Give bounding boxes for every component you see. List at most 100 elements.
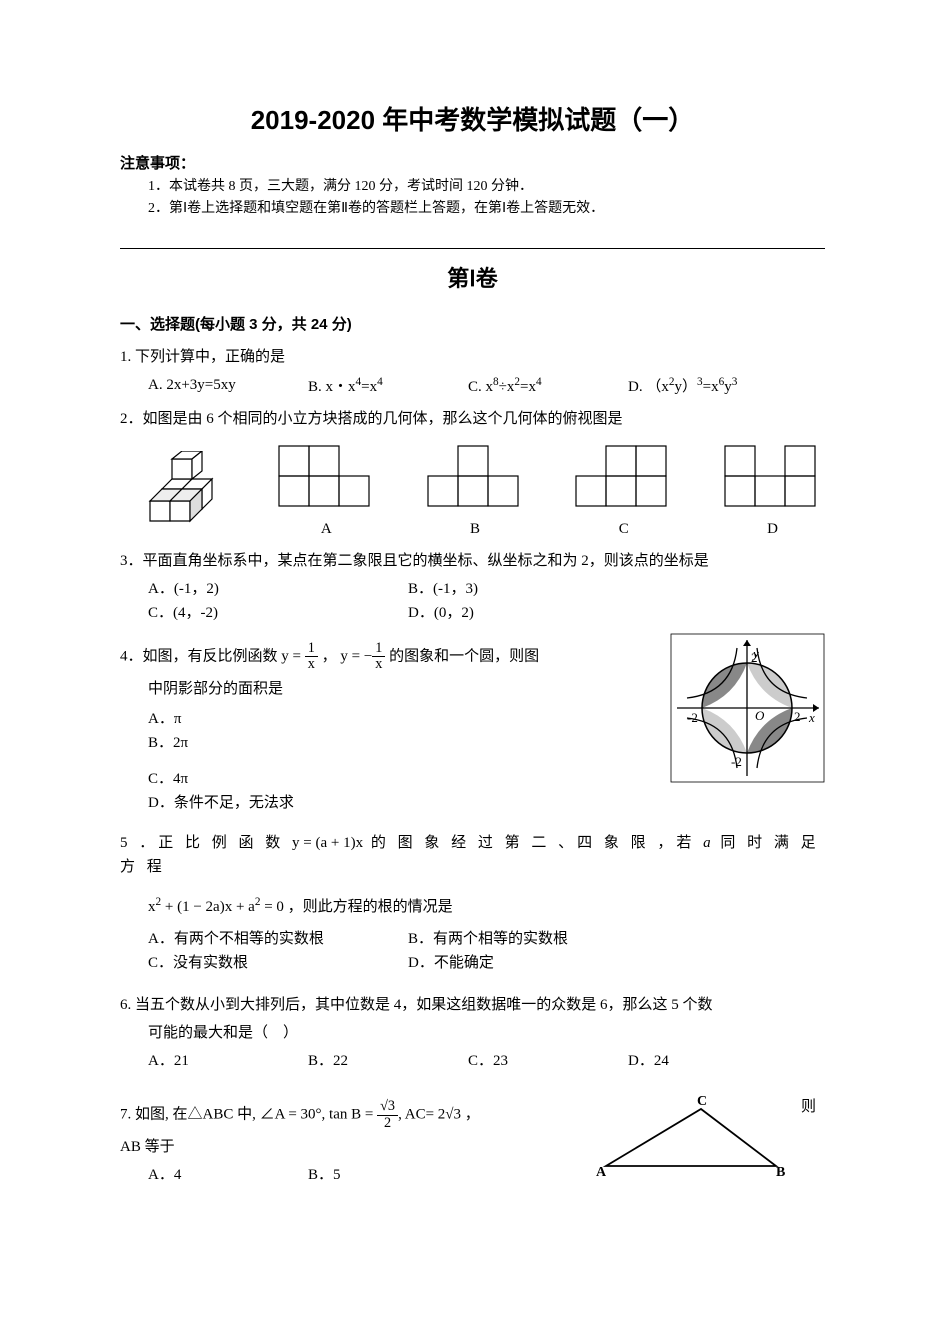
q4-opt-d: D．条件不足，无法求 <box>148 791 408 815</box>
q5-opt-b: B．有两个相等的实数根 <box>408 927 668 951</box>
q7-opt-b: B．5 <box>308 1163 468 1187</box>
q1-opt-d: D. （x2y）3=x6y3 <box>628 373 788 399</box>
svg-text:C: C <box>697 1094 707 1109</box>
q7-fn: √3 <box>377 1099 398 1116</box>
question-3: 3．平面直角坐标系中，某点在第二象限且它的横坐标、纵坐标之和为 2，则该点的坐标… <box>120 549 825 573</box>
q2-opt-d-figure: D <box>720 441 825 541</box>
q7-opt-a: A．4 <box>148 1163 308 1187</box>
cube-solid-icon <box>120 451 230 541</box>
q4-pre: 4．如图，有反比例函数 <box>120 648 281 664</box>
svg-text:O: O <box>755 708 765 723</box>
q5-eqpre: x <box>148 899 156 915</box>
q2-figures-row: A B C <box>120 441 825 541</box>
q6-opt-d: D．24 <box>628 1049 788 1073</box>
q5-options: A．有两个不相等的实数根 B．有两个相等的实数根 C．没有实数根 D．不能确定 <box>148 927 825 975</box>
q4-comma: ， <box>322 648 337 664</box>
q1d-mid2: =x <box>703 379 719 395</box>
q3-opt-c: C．(4，-2) <box>148 601 408 625</box>
q7-line2: AB 等于 <box>120 1135 581 1159</box>
svg-text:A: A <box>596 1165 607 1180</box>
q2-opt-b-figure: B <box>423 441 528 541</box>
q2-label-c: C <box>619 517 629 541</box>
q2-label-b: B <box>470 517 480 541</box>
q4-f2d: x <box>372 657 385 673</box>
q7-comma: ， <box>461 1107 480 1123</box>
q4-line2: 中阴影部分的面积是 <box>148 677 662 701</box>
q6-opt-b: B．22 <box>308 1049 468 1073</box>
question-1: 1. 下列计算中，正确的是 <box>120 345 825 369</box>
q5-mid1: 的 图 象 经 过 第 二 、四 象 限 ，若 <box>363 835 703 851</box>
page-title: 2019-2020 年中考数学模拟试题（一） <box>120 100 825 142</box>
q4-f1n: 1 <box>305 641 318 658</box>
q4-opt-a: A．π <box>148 707 408 731</box>
question-6: 6. 当五个数从小到大排列后，其中位数是 4，如果这组数据唯一的众数是 6，那么… <box>120 993 825 1017</box>
svg-text:-2: -2 <box>687 710 698 725</box>
q1-opt-c: C. x8÷x2=x4 <box>468 373 628 399</box>
part-1-title: 第Ⅰ卷 <box>120 261 825 296</box>
q4-opt-c: C．4π <box>148 767 408 791</box>
q2-opt-c-figure: C <box>571 441 676 541</box>
q5-eqmid1: + (1 − 2a)x + a <box>161 899 255 915</box>
q2-label-d: D <box>767 517 778 541</box>
q4-f1d: x <box>305 657 318 673</box>
q2-solid-figure <box>120 451 230 541</box>
svg-text:2: 2 <box>751 650 758 665</box>
q7-acrt: √3 <box>445 1107 461 1123</box>
q4-options-row2: C．4π D．条件不足，无法求 <box>148 767 662 815</box>
q1c-sup3: 4 <box>536 376 542 388</box>
circle-hyperbola-icon: y x O -2 2 2 -2 <box>670 633 825 783</box>
q1d-pre: D. （x <box>628 379 669 395</box>
grid-d-icon <box>720 441 825 511</box>
q7-figure: A B C <box>591 1091 791 1181</box>
q4-frac2: 1x <box>372 641 385 673</box>
q7-then: 则 <box>801 1091 825 1119</box>
svg-text:-2: -2 <box>731 754 742 769</box>
question-2: 2．如图是由 6 个相同的小立方块搭成的几何体，那么这个几何体的俯视图是 <box>120 407 825 431</box>
q6-line2: 可能的最大和是（ ） <box>148 1021 825 1045</box>
question-7: 7. 如图, 在△ABC 中, ∠A = 30°, tan B = √32, A… <box>120 1099 581 1131</box>
q5-opt-c: C．没有实数根 <box>148 951 408 975</box>
q1-options: A. 2x+3y=5xy B. x・x4=x4 C. x8÷x2=x4 D. （… <box>148 373 825 399</box>
q4-options-row1: A．π B．2π <box>148 707 662 755</box>
q4-figure: y x O -2 2 2 -2 <box>670 633 825 791</box>
divider <box>120 248 825 249</box>
svg-text:2: 2 <box>794 709 801 724</box>
q4-y2: y = − <box>340 648 372 664</box>
q4-y1: y = <box>281 648 304 664</box>
svg-text:B: B <box>776 1165 785 1180</box>
q7-options: A．4 B．5 <box>148 1163 581 1187</box>
q3-opt-b: B．(-1，3) <box>408 577 668 601</box>
q5-func: y = (a + 1)x <box>292 835 363 851</box>
q7-ang: ∠A = 30°, tan B = <box>260 1107 378 1123</box>
question-4-wrap: 4．如图，有反比例函数 y = 1x ， y = −1x 的图象和一个圆，则图 … <box>120 633 825 823</box>
q5-opt-d: D．不能确定 <box>408 951 668 975</box>
q1b-pre: B. x・x <box>308 379 356 395</box>
q5-post: ，则此方程的根的情况是 <box>284 899 453 915</box>
grid-c-icon <box>571 441 676 511</box>
q4-frac1: 1x <box>305 641 318 673</box>
q1b-mid: =x <box>361 379 377 395</box>
q3-options: A．(-1，2) B．(-1，3) C．(4，-2) D．(0，2) <box>148 577 825 625</box>
grid-a-icon <box>274 441 379 511</box>
q1-opt-a: A. 2x+3y=5xy <box>148 373 308 399</box>
q2-opt-a-figure: A <box>274 441 379 541</box>
q1d-mid1: y） <box>674 379 697 395</box>
q7-pre: 7. 如图, 在△ABC 中, <box>120 1107 260 1123</box>
q6-options: A．21 B．22 C．23 D．24 <box>148 1049 825 1073</box>
svg-text:x: x <box>808 710 815 725</box>
q5-opt-a: A．有两个不相等的实数根 <box>148 927 408 951</box>
q4-post: 的图象和一个圆，则图 <box>389 648 539 664</box>
question-4: 4．如图，有反比例函数 y = 1x ， y = −1x 的图象和一个圆，则图 <box>120 641 662 673</box>
q1c-mid2: =x <box>520 379 536 395</box>
grid-b-icon <box>423 441 528 511</box>
q7-fd: 2 <box>377 1116 398 1132</box>
q5-equation: x2 + (1 − 2a)x + a2 = 0 ，则此方程的根的情况是 <box>148 893 825 919</box>
q6-opt-a: A．21 <box>148 1049 308 1073</box>
question-5: 5 ．正 比 例 函 数 y = (a + 1)x 的 图 象 经 过 第 二 … <box>120 831 825 879</box>
q5-pre: 5 ．正 比 例 函 数 <box>120 835 292 851</box>
q1d-sup4: 3 <box>732 376 738 388</box>
question-7-wrap: 7. 如图, 在△ABC 中, ∠A = 30°, tan B = √32, A… <box>120 1091 825 1195</box>
q3-opt-a: A．(-1，2) <box>148 577 408 601</box>
section-1-heading: 一、选择题(每小题 3 分，共 24 分) <box>120 313 825 337</box>
q1d-mid3: y <box>724 379 732 395</box>
